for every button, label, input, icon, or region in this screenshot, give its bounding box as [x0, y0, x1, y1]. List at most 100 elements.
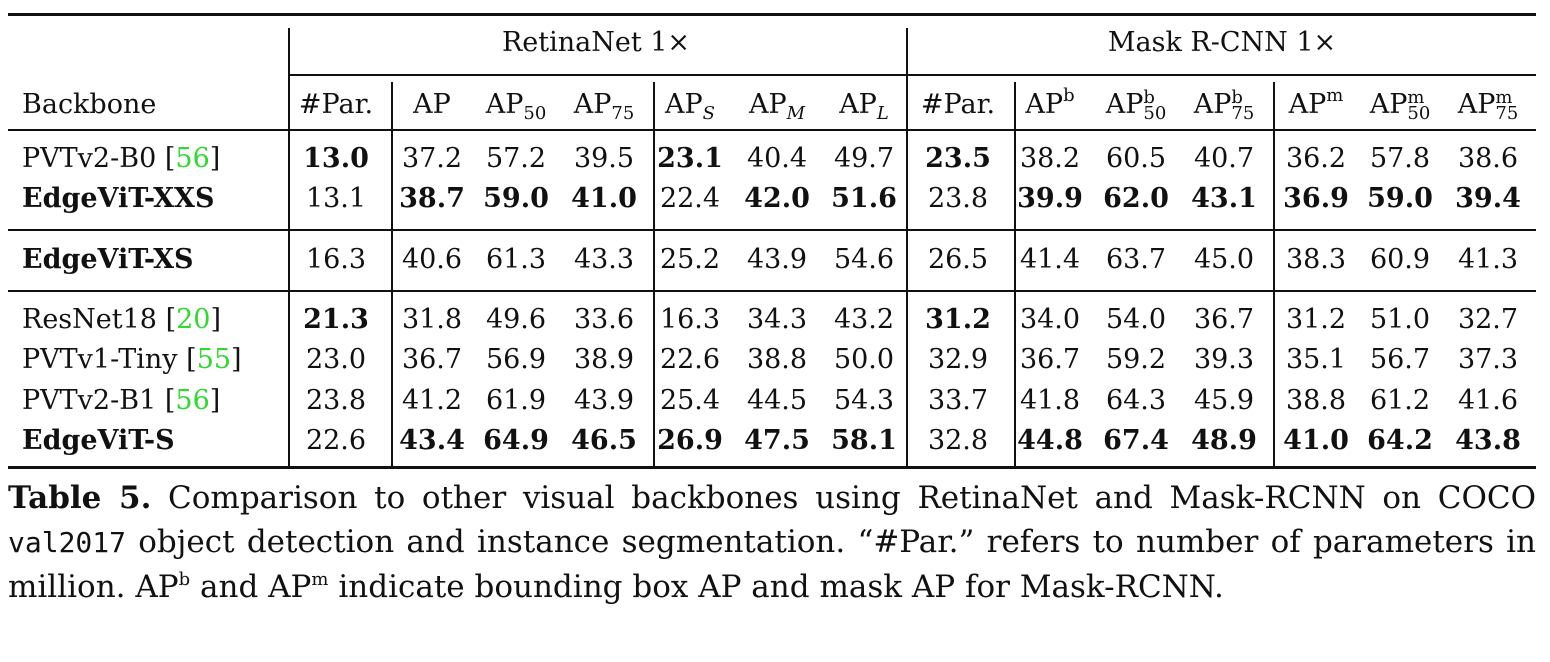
table-cell: 54.0 — [1105, 304, 1167, 335]
table-cell: 33.6 — [573, 304, 635, 335]
table-cell: 54.6 — [833, 244, 895, 275]
group-header-retinanet: RetinaNet 1× — [501, 27, 691, 58]
table-cell: 40.7 — [1193, 143, 1255, 174]
table-cell: 37.3 — [1457, 344, 1519, 375]
table-cell: 37.2 — [401, 143, 463, 174]
table-cell: 22.6 — [659, 344, 721, 375]
row-label: PVTv2-B1 [56] — [22, 385, 221, 416]
table-cell: 49.6 — [485, 304, 547, 335]
table-cell: 51.0 — [1369, 304, 1431, 335]
table-cell: 35.1 — [1285, 344, 1347, 375]
table-cell: 39.3 — [1193, 344, 1255, 375]
column-header-ap50-retinanet: AP50 — [485, 89, 547, 124]
table-cell: 31.2 — [1285, 304, 1347, 335]
table-cell: 16.3 — [305, 244, 367, 275]
citation-link[interactable]: 20 — [176, 304, 211, 335]
column-header-apl-retinanet: APL — [839, 89, 889, 124]
table-cell: 25.2 — [659, 244, 721, 275]
column-header-apb50-maskrcnn: AP b 50 — [1105, 86, 1167, 124]
table-cell: 32.7 — [1457, 304, 1519, 335]
table-cell: 60.5 — [1105, 143, 1167, 174]
column-separator — [288, 292, 290, 466]
table-cell: 36.7 — [401, 344, 463, 375]
column-separator — [1273, 231, 1275, 290]
column-separator — [906, 131, 908, 229]
column-separator — [288, 231, 290, 290]
table-cell: 40.6 — [401, 244, 463, 275]
backbone-name: PVTv1-Tiny — [22, 344, 187, 375]
table-cell: 43.3 — [573, 244, 635, 275]
caption-label: Table 5. — [8, 480, 152, 516]
table-cell: 23.1 — [657, 143, 723, 174]
table-cell: 13.0 — [303, 143, 369, 174]
column-header-apm75-maskrcnn: AP m 75 — [1457, 86, 1519, 124]
table-cell: 61.3 — [485, 244, 547, 275]
backbone-name: EdgeViT-S — [22, 425, 175, 456]
column-header-apb75-maskrcnn: AP b 75 — [1193, 86, 1255, 124]
table-cell: 23.0 — [305, 344, 367, 375]
column-header-ap-retinanet: AP — [413, 89, 451, 120]
table-cell: 41.3 — [1457, 244, 1519, 275]
row-label: PVTv2-B0 [56] — [22, 143, 221, 174]
row-label: ResNet18 [20] — [22, 304, 222, 335]
table-cell: 41.6 — [1457, 385, 1519, 416]
row-label: EdgeViT-XS — [22, 243, 194, 277]
column-separator — [1014, 292, 1016, 466]
column-header-apm50-maskrcnn: AP m 50 — [1369, 86, 1431, 124]
table-cell: 41.4 — [1019, 244, 1081, 275]
table-cell: 38.8 — [1285, 385, 1347, 416]
table-cell: 41.0 — [571, 183, 637, 214]
group-header-maskrcnn: Mask R-CNN 1× — [1107, 27, 1337, 58]
column-separator — [653, 82, 655, 129]
column-header-apm-mask-maskrcnn: APm — [1288, 85, 1344, 121]
section-rule-2 — [8, 290, 1536, 292]
column-header-par-maskrcnn: #Par. — [920, 89, 996, 120]
table-cell: 36.7 — [1019, 344, 1081, 375]
caption-code: val2017 — [8, 526, 127, 559]
row-label: PVTv1-Tiny [55] — [22, 344, 242, 375]
table-cell: 26.9 — [657, 425, 723, 456]
table-cell: 38.8 — [746, 344, 808, 375]
table-cell: 23.8 — [305, 385, 367, 416]
column-separator — [1273, 131, 1275, 229]
group-rule — [288, 74, 1536, 76]
row-label: EdgeViT-S — [22, 424, 175, 458]
table-cell: 57.8 — [1369, 143, 1431, 174]
table-cell: 38.2 — [1019, 143, 1081, 174]
row-label: EdgeViT-XXS — [22, 182, 215, 216]
table-cell: 59.0 — [483, 183, 549, 214]
column-separator — [391, 131, 393, 229]
column-separator — [1014, 82, 1016, 129]
table-cell: 48.9 — [1191, 425, 1257, 456]
table-cell: 43.1 — [1191, 183, 1257, 214]
backbone-name: PVTv2-B0 — [22, 143, 165, 174]
table-cell: 23.5 — [925, 143, 991, 174]
header-rule — [8, 129, 1536, 131]
table-cell: 41.0 — [1283, 425, 1349, 456]
column-separator — [1273, 292, 1275, 466]
table-cell: 36.9 — [1283, 183, 1349, 214]
table-cell: 23.8 — [927, 183, 989, 214]
caption-text-3: and AP — [190, 569, 312, 605]
table-cell: 43.2 — [833, 304, 895, 335]
caption-sup-m: m — [311, 569, 329, 590]
column-separator — [391, 231, 393, 290]
table-cell: 43.8 — [1455, 425, 1521, 456]
table-cell: 62.0 — [1103, 183, 1169, 214]
column-separator — [653, 131, 655, 229]
table-cell: 45.0 — [1193, 244, 1255, 275]
section-rule-1 — [8, 229, 1536, 231]
table-cell: 22.4 — [659, 183, 721, 214]
column-separator — [288, 131, 290, 229]
citation-link[interactable]: 56 — [175, 143, 210, 174]
table-cell: 47.5 — [744, 425, 810, 456]
table-cell: 25.4 — [659, 385, 721, 416]
table-cell: 34.3 — [746, 304, 808, 335]
citation-link[interactable]: 55 — [196, 344, 232, 375]
citation-link[interactable]: 56 — [175, 385, 210, 416]
column-separator — [653, 231, 655, 290]
table-cell: 22.6 — [305, 425, 367, 456]
column-separator — [1014, 231, 1016, 290]
table-cell: 32.9 — [927, 344, 989, 375]
table-cell: 64.9 — [483, 425, 549, 456]
